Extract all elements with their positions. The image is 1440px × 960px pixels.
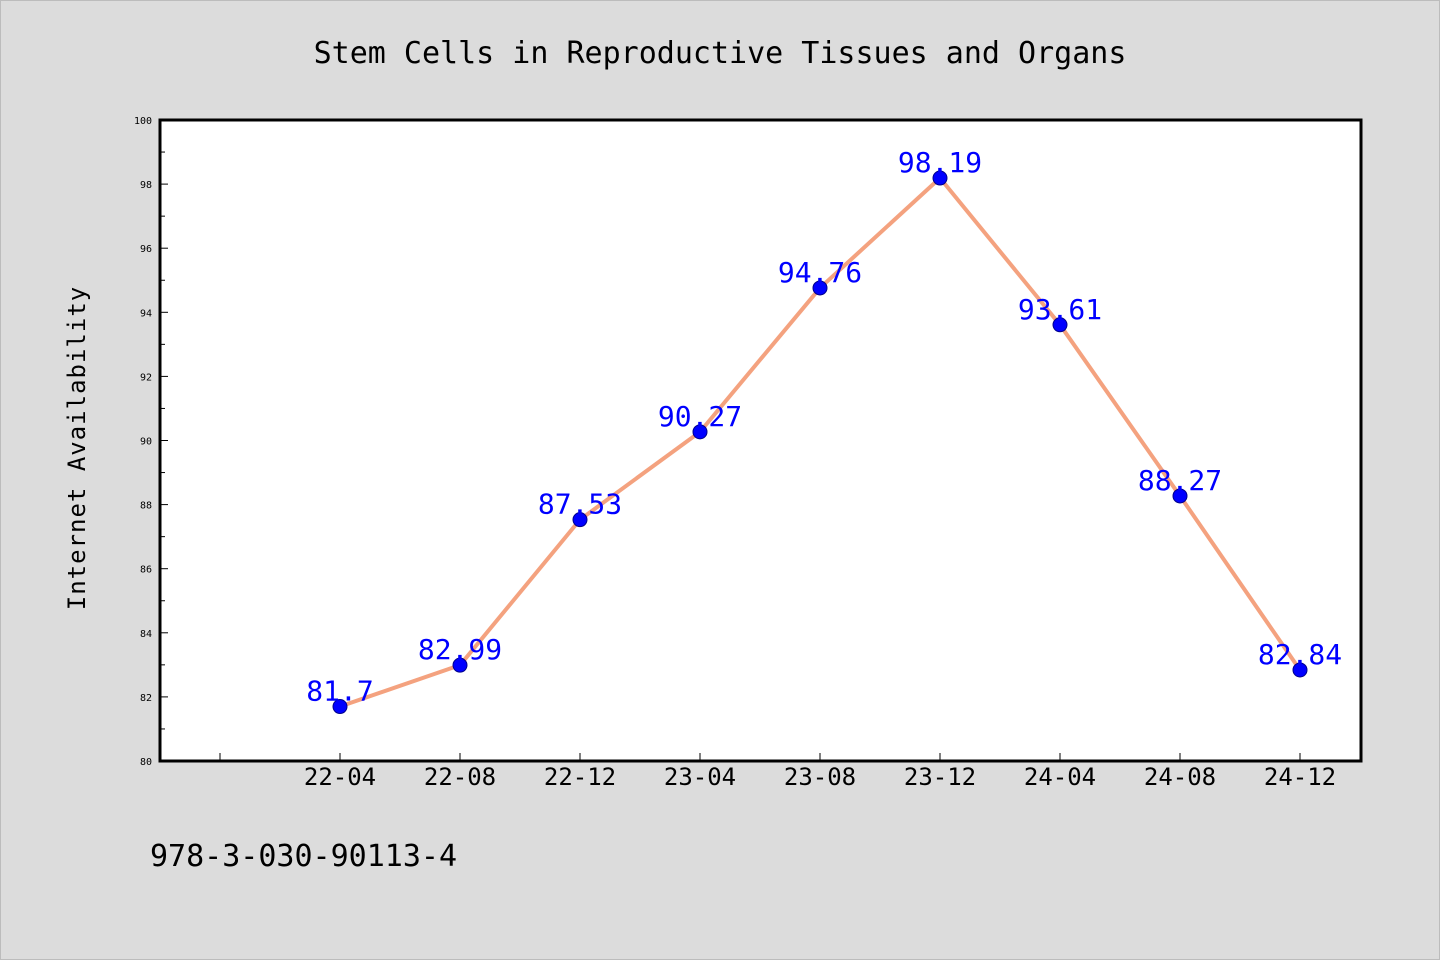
x-tick-label: 22-04 [304,763,376,791]
data-label: 81.7 [306,675,373,708]
isbn-text: 978-3-030-90113-4 [150,839,457,874]
x-tick-label: 23-12 [904,763,976,791]
data-point [332,699,348,715]
data-label: 82.99 [418,633,502,666]
y-tick-label: 90 [140,437,152,448]
plot-frame [158,118,1363,763]
plot-area [160,120,1361,761]
data-point [452,657,468,673]
data-label: 94.76 [778,256,862,289]
y-tick-label: 98 [140,180,152,191]
x-tick-label: 24-12 [1264,763,1336,791]
y-tick-label: 100 [134,116,152,127]
data-label: 90.27 [658,400,742,433]
x-tick-label: 22-08 [424,763,496,791]
data-point [812,280,828,296]
data-point [1292,662,1308,678]
series-layer [332,170,1308,715]
data-label: 87.53 [538,488,622,521]
data-label: 88.27 [1138,464,1222,497]
y-tick-label: 92 [140,372,152,383]
y-tick-label: 88 [140,501,152,512]
y-tick-label: 94 [140,308,152,319]
x-axis: 22-04 22-08 22-12 23-04 23-08 23-12 24-04 24-08… [219,753,1336,791]
y-tick-label: 82 [140,693,152,704]
data-point [692,424,708,440]
data-point [1052,317,1068,333]
y-tick-label: 80 [140,757,152,768]
y-tick-label: 84 [140,629,152,640]
data-label: 98.19 [898,146,982,179]
x-tick-label: 24-08 [1144,763,1216,791]
data-label: 93.61 [1018,293,1102,326]
chart-title: Stem Cells in Reproductive Tissues and O… [314,36,1127,71]
x-tick-label: 23-04 [664,763,736,791]
x-tick-label: 23-08 [784,763,856,791]
y-tick-label: 96 [140,244,152,255]
data-labels-layer: 81.7 82.99 87.53 90.27 94.76 98.19 93.61 88.27 8… [306,146,1342,708]
data-point [1172,488,1188,504]
y-axis: 80 82 84 86 88 90 92 94 96 98 100 [134,116,168,768]
y-tick-label: 86 [140,565,152,576]
y-axis-label: Internet Availability [63,286,91,610]
data-label: 82.84 [1258,638,1342,671]
data-point [932,170,948,186]
x-tick-label: 24-04 [1024,763,1096,791]
data-point [572,512,588,528]
x-tick-label: 22-12 [544,763,616,791]
